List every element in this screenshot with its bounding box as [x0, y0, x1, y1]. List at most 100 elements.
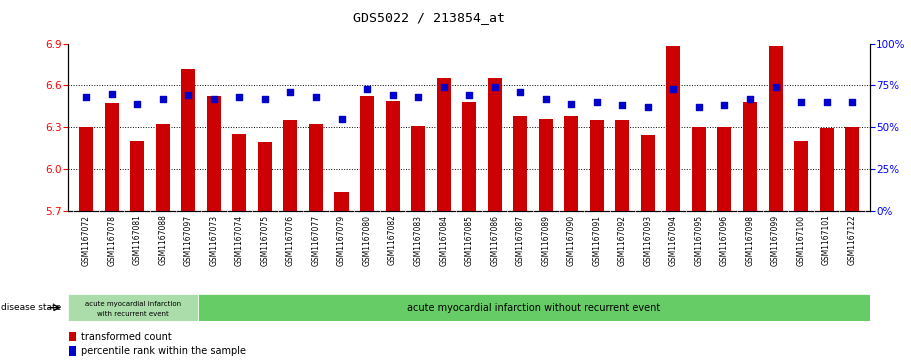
- Bar: [334, 192, 349, 211]
- Bar: [385, 101, 400, 211]
- Bar: [68, 332, 77, 341]
- Text: GSM1167090: GSM1167090: [567, 215, 576, 266]
- Bar: [198, 294, 870, 321]
- Point: [309, 94, 323, 100]
- Point: [283, 89, 298, 95]
- Text: GSM1167089: GSM1167089: [541, 215, 550, 265]
- Point: [793, 99, 808, 105]
- Text: percentile rank within the sample: percentile rank within the sample: [81, 346, 246, 356]
- Text: GSM1167087: GSM1167087: [516, 215, 525, 265]
- Bar: [411, 126, 425, 211]
- Point: [513, 89, 527, 95]
- Text: GSM1167072: GSM1167072: [82, 215, 91, 265]
- Text: with recurrent event: with recurrent event: [97, 311, 169, 318]
- Bar: [820, 129, 834, 211]
- Point: [666, 86, 681, 91]
- Text: disease state: disease state: [1, 303, 61, 312]
- Text: GSM1167101: GSM1167101: [822, 215, 831, 265]
- Text: GSM1167084: GSM1167084: [439, 215, 448, 265]
- Bar: [640, 135, 655, 211]
- Text: GSM1167078: GSM1167078: [107, 215, 117, 265]
- Text: GSM1167073: GSM1167073: [210, 215, 219, 266]
- Bar: [105, 103, 118, 211]
- Point: [105, 91, 119, 97]
- Bar: [68, 294, 198, 321]
- Text: GSM1167095: GSM1167095: [694, 215, 703, 266]
- Point: [819, 99, 834, 105]
- Point: [589, 99, 604, 105]
- Text: GSM1167074: GSM1167074: [235, 215, 244, 266]
- Point: [334, 116, 349, 122]
- Text: GSM1167076: GSM1167076: [286, 215, 295, 266]
- Text: GSM1167081: GSM1167081: [133, 215, 142, 265]
- Bar: [79, 127, 93, 211]
- Text: GSM1167097: GSM1167097: [184, 215, 193, 266]
- Point: [130, 101, 145, 107]
- Point: [156, 96, 170, 102]
- Bar: [232, 134, 246, 211]
- Point: [79, 94, 94, 100]
- Point: [615, 102, 630, 108]
- Bar: [794, 141, 808, 211]
- Point: [691, 104, 706, 110]
- Point: [207, 96, 221, 102]
- Bar: [487, 78, 502, 211]
- Bar: [564, 116, 578, 211]
- Text: GSM1167091: GSM1167091: [592, 215, 601, 265]
- Text: GSM1167088: GSM1167088: [159, 215, 168, 265]
- Bar: [615, 120, 630, 211]
- Bar: [207, 97, 220, 211]
- Bar: [769, 46, 783, 211]
- Point: [411, 94, 425, 100]
- Bar: [309, 124, 323, 211]
- Text: GSM1167098: GSM1167098: [745, 215, 754, 265]
- Bar: [692, 127, 706, 211]
- Text: acute myocardial infarction without recurrent event: acute myocardial infarction without recu…: [407, 303, 660, 313]
- Text: GSM1167122: GSM1167122: [847, 215, 856, 265]
- Text: GSM1167093: GSM1167093: [643, 215, 652, 266]
- Point: [564, 101, 578, 107]
- Text: GSM1167086: GSM1167086: [490, 215, 499, 265]
- Text: GSM1167092: GSM1167092: [618, 215, 627, 265]
- Point: [385, 93, 400, 98]
- Bar: [181, 69, 195, 211]
- Text: GSM1167075: GSM1167075: [261, 215, 270, 266]
- Point: [436, 84, 451, 90]
- Bar: [538, 119, 553, 211]
- Point: [487, 84, 502, 90]
- Bar: [743, 102, 757, 211]
- Text: GSM1167099: GSM1167099: [771, 215, 780, 266]
- Bar: [68, 346, 77, 356]
- Point: [768, 84, 783, 90]
- Text: GSM1167100: GSM1167100: [796, 215, 805, 265]
- Point: [462, 93, 476, 98]
- Bar: [718, 127, 732, 211]
- Bar: [360, 97, 374, 211]
- Point: [360, 86, 374, 91]
- Bar: [130, 141, 144, 211]
- Text: GSM1167083: GSM1167083: [414, 215, 423, 265]
- Point: [258, 96, 272, 102]
- Text: GSM1167080: GSM1167080: [363, 215, 372, 265]
- Point: [717, 102, 732, 108]
- Text: GSM1167077: GSM1167077: [312, 215, 321, 266]
- Point: [742, 96, 757, 102]
- Text: acute myocardial infarction: acute myocardial infarction: [85, 301, 181, 307]
- Bar: [436, 78, 451, 211]
- Bar: [156, 124, 169, 211]
- Bar: [462, 102, 476, 211]
- Point: [640, 104, 655, 110]
- Text: transformed count: transformed count: [81, 331, 171, 342]
- Bar: [589, 120, 604, 211]
- Text: GSM1167096: GSM1167096: [720, 215, 729, 266]
- Bar: [258, 142, 272, 211]
- Point: [181, 93, 196, 98]
- Bar: [283, 120, 298, 211]
- Text: GDS5022 / 213854_at: GDS5022 / 213854_at: [353, 11, 505, 24]
- Bar: [513, 116, 527, 211]
- Bar: [845, 127, 859, 211]
- Text: GSM1167094: GSM1167094: [669, 215, 678, 266]
- Point: [844, 99, 859, 105]
- Text: GSM1167085: GSM1167085: [465, 215, 474, 265]
- Bar: [666, 46, 681, 211]
